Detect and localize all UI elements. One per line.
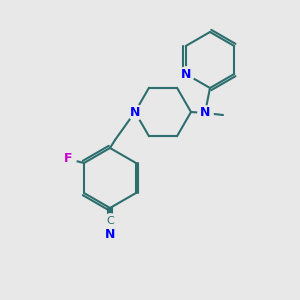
Text: F: F	[64, 152, 72, 166]
Text: C: C	[106, 216, 114, 226]
Text: N: N	[181, 68, 191, 80]
Text: N: N	[200, 106, 210, 119]
Text: N: N	[105, 227, 115, 241]
Text: N: N	[130, 106, 140, 118]
